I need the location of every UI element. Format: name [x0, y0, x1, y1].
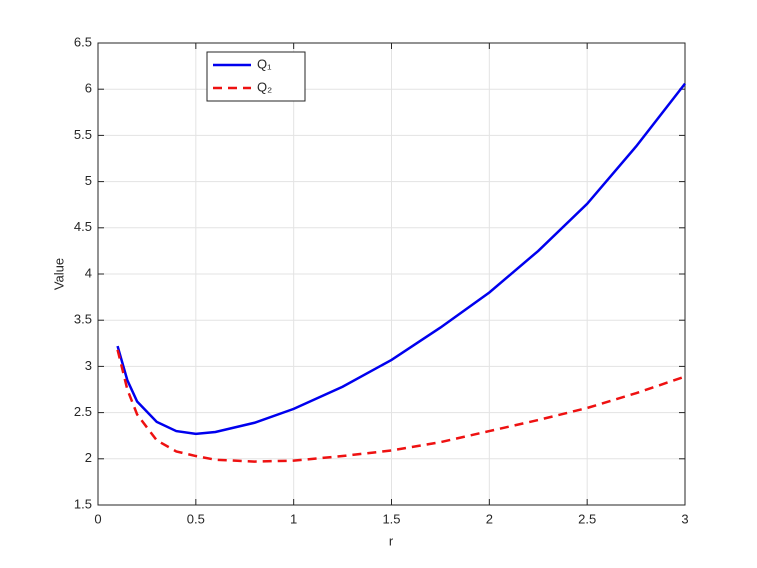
y-tick-label: 6.5 [74, 34, 92, 49]
legend-label: Q₂ [257, 79, 272, 94]
x-tick-label: 1.5 [382, 511, 400, 526]
y-tick-label: 3 [85, 358, 92, 373]
x-axis-label: r [389, 533, 394, 548]
series-line [116, 349, 686, 463]
x-tick-label: 1 [290, 511, 297, 526]
legend-label: Q₁ [257, 56, 272, 71]
x-tick-label: 2 [486, 511, 493, 526]
x-tick-label: 0.5 [187, 511, 205, 526]
y-tick-label: 5 [85, 173, 92, 188]
y-tick-label: 4.5 [74, 219, 92, 234]
plot-frame [97, 42, 686, 506]
series-line [116, 82, 686, 436]
y-tick-label: 5.5 [74, 127, 92, 142]
y-axis-label: Value [51, 258, 66, 290]
legend: Q₁ Q₂ [206, 51, 306, 102]
y-tick-label: 4 [85, 265, 92, 280]
y-tick-label: 6 [85, 81, 92, 96]
x-tick-label: 2.5 [578, 511, 596, 526]
y-tick-label: 2.5 [74, 404, 92, 419]
legend-box [206, 51, 306, 102]
y-tick-label: 2 [85, 450, 92, 465]
x-tick-label: 0 [94, 511, 101, 526]
y-tick-label: 3.5 [74, 312, 92, 327]
x-tick-label: 3 [681, 511, 688, 526]
y-tick-label: 1.5 [74, 496, 92, 511]
